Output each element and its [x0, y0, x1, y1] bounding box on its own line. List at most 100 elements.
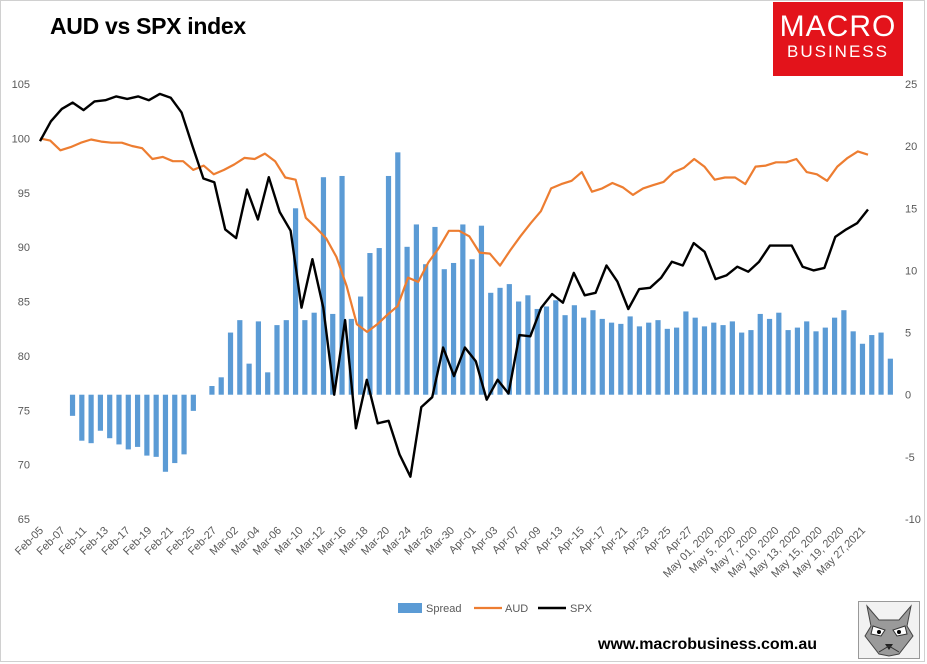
spread-bar [785, 330, 791, 395]
spread-bar [534, 308, 540, 395]
spread-bar [450, 262, 457, 395]
spread-bar [395, 152, 401, 395]
spread-bar [720, 325, 726, 395]
spread-bar [543, 306, 550, 395]
spread-bar [739, 332, 745, 395]
spread-bar [701, 326, 708, 395]
spread-bar [813, 331, 819, 395]
chart-title: AUD vs SPX index [50, 13, 246, 39]
spread-bar [283, 320, 289, 395]
right-axis-tick-label: 10 [905, 265, 917, 277]
spread-bar [859, 343, 866, 395]
spread-bar [757, 313, 763, 395]
spread-bar [330, 313, 336, 395]
legend-swatch-spread [398, 603, 422, 613]
spread-bar [358, 296, 364, 395]
macrobusiness-logo: MACRO BUSINESS [773, 2, 903, 76]
spread-bar [265, 372, 271, 395]
spread-bar [664, 328, 670, 395]
spread-bar [887, 358, 893, 395]
spread-bar [423, 264, 429, 395]
spread-bar [144, 394, 150, 456]
spread-bar [711, 322, 717, 395]
spread-bar [581, 317, 587, 395]
spread-bar [302, 320, 308, 395]
spread-bar [599, 318, 605, 395]
spread-bar [683, 311, 689, 395]
left-axis-tick-label: 90 [18, 242, 30, 254]
aud-line [39, 137, 869, 333]
spread-bar [107, 394, 113, 439]
spread-bar [516, 301, 522, 395]
right-axis-tick-label: 15 [905, 203, 917, 215]
left-axis-tick-label: 75 [18, 405, 30, 417]
spread-bar [153, 394, 159, 457]
spread-bar [181, 394, 187, 455]
spread-bar [116, 394, 122, 445]
spread-bar [506, 284, 512, 395]
x-axis: Feb-05Feb-07Feb-11Feb-13Feb-17Feb-19Feb-… [13, 525, 868, 581]
website-url: www.macrobusiness.com.au [598, 636, 818, 653]
spread-bar [729, 321, 735, 395]
spread-bar [432, 226, 438, 395]
spread-bar [218, 377, 224, 395]
spread-bar [469, 259, 475, 395]
left-axis-tick-label: 70 [18, 460, 30, 472]
spread-bar [292, 208, 299, 395]
line-series [38, 92, 869, 478]
spread-bar [88, 394, 94, 444]
spread-bar [794, 327, 801, 395]
spread-bar [608, 322, 615, 395]
spread-bar [766, 318, 773, 395]
spread-bar [692, 317, 698, 395]
spread-bar [590, 310, 596, 395]
spread-bar [339, 175, 345, 395]
spread-bar [831, 317, 838, 395]
spread-bar [320, 177, 327, 395]
spread-bar [246, 363, 252, 395]
spread-bar [655, 320, 661, 395]
spread-bar [97, 394, 104, 431]
spread-bar [636, 326, 643, 395]
right-axis-tick-label: 5 [905, 328, 911, 340]
spread-bar [497, 287, 503, 395]
spread-bar [841, 310, 847, 395]
spread-bar [553, 300, 559, 395]
legend: Spread AUD SPX [398, 603, 593, 615]
left-axis-tick-label: 95 [18, 188, 30, 200]
legend-label-aud: AUD [505, 603, 528, 615]
left-y-axis: 65 70 75 80 85 90 95 100 105 [12, 79, 30, 526]
spread-bar [79, 394, 85, 441]
spread-bar [255, 321, 261, 395]
spread-bar [646, 322, 652, 395]
spread-bar [172, 394, 178, 464]
spread-bar [674, 327, 680, 395]
left-axis-tick-label: 80 [18, 351, 30, 363]
spread-bar [209, 386, 215, 395]
spread-bar [869, 335, 875, 395]
wolf-head-logo-icon [858, 601, 920, 659]
spread-bar [441, 269, 447, 395]
spread-bar [69, 394, 76, 416]
spread-bar [385, 175, 392, 395]
spread-bar [125, 394, 131, 450]
spread-bar [367, 253, 373, 395]
spread-bar [237, 320, 243, 395]
spx-line [38, 92, 869, 478]
right-axis-tick-label: 0 [905, 390, 911, 402]
spread-bar [413, 224, 419, 395]
right-axis-tick-label: -10 [905, 514, 921, 526]
left-axis-tick-label: 100 [12, 133, 30, 145]
spread-bar [311, 312, 317, 395]
spread-bar [404, 246, 410, 395]
spread-bar [488, 292, 494, 395]
spread-bar [850, 331, 856, 395]
spread-bar [571, 305, 577, 395]
spread-bar [618, 323, 624, 395]
spread-bar [274, 325, 280, 395]
logo-text-macro: MACRO [779, 10, 897, 43]
spread-bars [69, 152, 893, 472]
left-axis-tick-label: 85 [18, 297, 30, 309]
